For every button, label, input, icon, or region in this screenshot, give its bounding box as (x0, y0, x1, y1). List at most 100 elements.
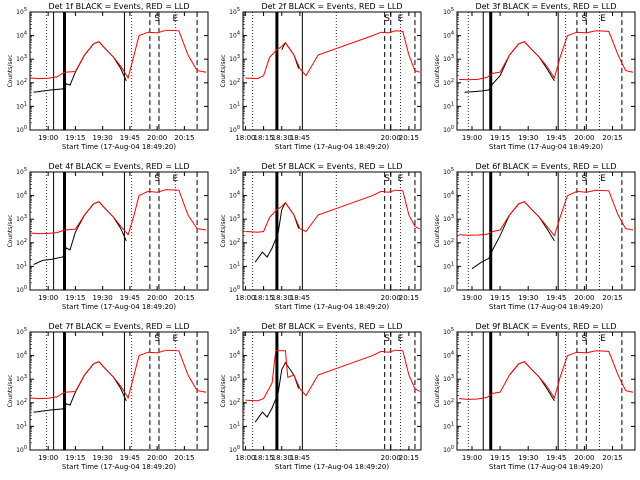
y-tick-label: 104 (16, 31, 27, 40)
series-line-black (281, 41, 300, 69)
x-tick-label: 19:30 (93, 294, 113, 302)
marker-letter: S (154, 14, 160, 24)
plot-frame (29, 171, 209, 291)
y-tick-label: 105 (443, 167, 454, 176)
x-tick-label: 19:45 (546, 294, 566, 302)
marker-letter: S (384, 14, 390, 24)
marker-letter: E (600, 334, 606, 344)
chart-title: Det 9f BLACK = Events, RED = LLD (475, 322, 616, 331)
x-tick-label: 20:00 (147, 134, 167, 142)
y-tick-label: 103 (229, 54, 240, 63)
plot-frame (456, 331, 636, 451)
marker-letter: S (582, 174, 588, 184)
x-tick-label: 18:45 (290, 134, 310, 142)
x-tick-label: 18:30 (272, 294, 292, 302)
x-axis-label: Start Time (17-Aug-04 18:49:20) (489, 463, 603, 471)
x-tick-label: 20:15 (602, 294, 622, 302)
plot-frame (242, 331, 422, 451)
y-tick-label: 104 (229, 351, 240, 360)
x-tick-label: 20:00 (574, 294, 594, 302)
y-tick-label: 105 (229, 7, 240, 16)
x-tick-label: 19:30 (518, 294, 538, 302)
chart-panel: Det 9f BLACK = Events, RED = LLD 100 101 10… (434, 322, 636, 471)
chart-title: Det 6f BLACK = Events, RED = LLD (475, 162, 616, 171)
y-tick-label: 100 (229, 125, 240, 134)
series-line-black (33, 41, 127, 93)
y-tick-label: 100 (443, 445, 454, 454)
marker-letter: E (398, 14, 404, 24)
x-tick-label: 19:00 (462, 134, 482, 142)
series-line-black (33, 361, 127, 413)
x-tick-label: 19:45 (546, 134, 566, 142)
x-tick-label: 19:30 (93, 454, 113, 462)
x-tick-label: 19:15 (490, 294, 510, 302)
marker-letter: E (172, 334, 178, 344)
marker-letter: E (398, 174, 404, 184)
series-line-red (458, 189, 634, 237)
y-tick-label: 105 (443, 327, 454, 336)
x-tick-label: 18:00 (235, 454, 255, 462)
y-tick-label: 101 (443, 261, 454, 270)
y-tick-label: 101 (16, 261, 27, 270)
x-axis-label: Start Time (17-Aug-04 18:49:20) (489, 303, 603, 311)
x-tick-label: 20:15 (602, 134, 622, 142)
plot-frame (456, 171, 636, 291)
x-tick-label: 18:15 (253, 454, 273, 462)
y-axis-label: Counts/sec (7, 54, 14, 87)
chart-panel: Det 7f BLACK = Events, RED = LLD 100 101 10… (7, 322, 209, 471)
chart-panel: Det 3f BLACK = Events, RED = LLD 100 101 10… (434, 2, 636, 151)
y-tick-label: 105 (443, 7, 454, 16)
chart-title: Det 7f BLACK = Events, RED = LLD (48, 322, 189, 331)
chart-panel: Det 6f BLACK = Events, RED = LLD 100 101 10… (434, 162, 636, 311)
x-tick-label: 19:30 (518, 454, 538, 462)
y-tick-label: 105 (229, 327, 240, 336)
series-line-red (458, 350, 634, 400)
x-tick-label: 20:15 (602, 454, 622, 462)
x-axis-label: Start Time (17-Aug-04 18:49:20) (275, 143, 389, 151)
x-tick-label: 19:15 (490, 454, 510, 462)
x-tick-label: 20:15 (174, 134, 194, 142)
y-tick-label: 105 (229, 167, 240, 176)
chart-title: Det 5f BLACK = Events, RED = LLD (261, 162, 402, 171)
y-tick-label: 103 (229, 374, 240, 383)
chart-panel: Det 2f BLACK = Events, RED = LLD 100 101 10… (220, 2, 422, 151)
marker-letter: S (582, 14, 588, 24)
x-tick-label: 18:00 (235, 134, 255, 142)
y-tick-label: 102 (16, 398, 27, 407)
y-tick-label: 101 (229, 421, 240, 430)
y-tick-label: 104 (443, 351, 454, 360)
x-tick-label: 19:00 (38, 294, 58, 302)
x-tick-label: 19:30 (93, 134, 113, 142)
series-line-red (29, 349, 207, 400)
series-line-red (458, 30, 634, 81)
x-tick-label: 19:00 (38, 134, 58, 142)
y-tick-label: 103 (443, 374, 454, 383)
series-line-red (29, 189, 207, 236)
x-axis-label: Start Time (17-Aug-04 18:49:20) (62, 463, 176, 471)
y-tick-label: 101 (16, 101, 27, 110)
y-tick-label: 104 (443, 31, 454, 40)
x-tick-label: 20:15 (399, 294, 419, 302)
y-tick-label: 105 (16, 327, 27, 336)
y-tick-label: 102 (443, 238, 454, 247)
y-tick-label: 104 (229, 31, 240, 40)
y-axis-label: Counts/sec (220, 374, 227, 407)
y-axis-label: Counts/sec (220, 214, 227, 247)
y-tick-label: 103 (16, 214, 27, 223)
x-tick-label: 19:45 (120, 454, 140, 462)
y-tick-label: 101 (16, 421, 27, 430)
y-tick-label: 105 (16, 7, 27, 16)
chart-title: Det 8f BLACK = Events, RED = LLD (261, 322, 402, 331)
y-axis-label: Counts/sec (434, 54, 441, 87)
series-line-red (245, 30, 420, 80)
x-tick-label: 20:15 (174, 454, 194, 462)
y-tick-label: 103 (16, 54, 27, 63)
series-line-black (254, 361, 300, 423)
y-tick-label: 102 (229, 238, 240, 247)
x-tick-label: 20:00 (574, 134, 594, 142)
x-tick-label: 18:30 (272, 134, 292, 142)
y-axis-label: Counts/sec (7, 374, 14, 407)
y-tick-label: 104 (16, 351, 27, 360)
y-tick-label: 103 (443, 54, 454, 63)
y-tick-label: 103 (443, 214, 454, 223)
